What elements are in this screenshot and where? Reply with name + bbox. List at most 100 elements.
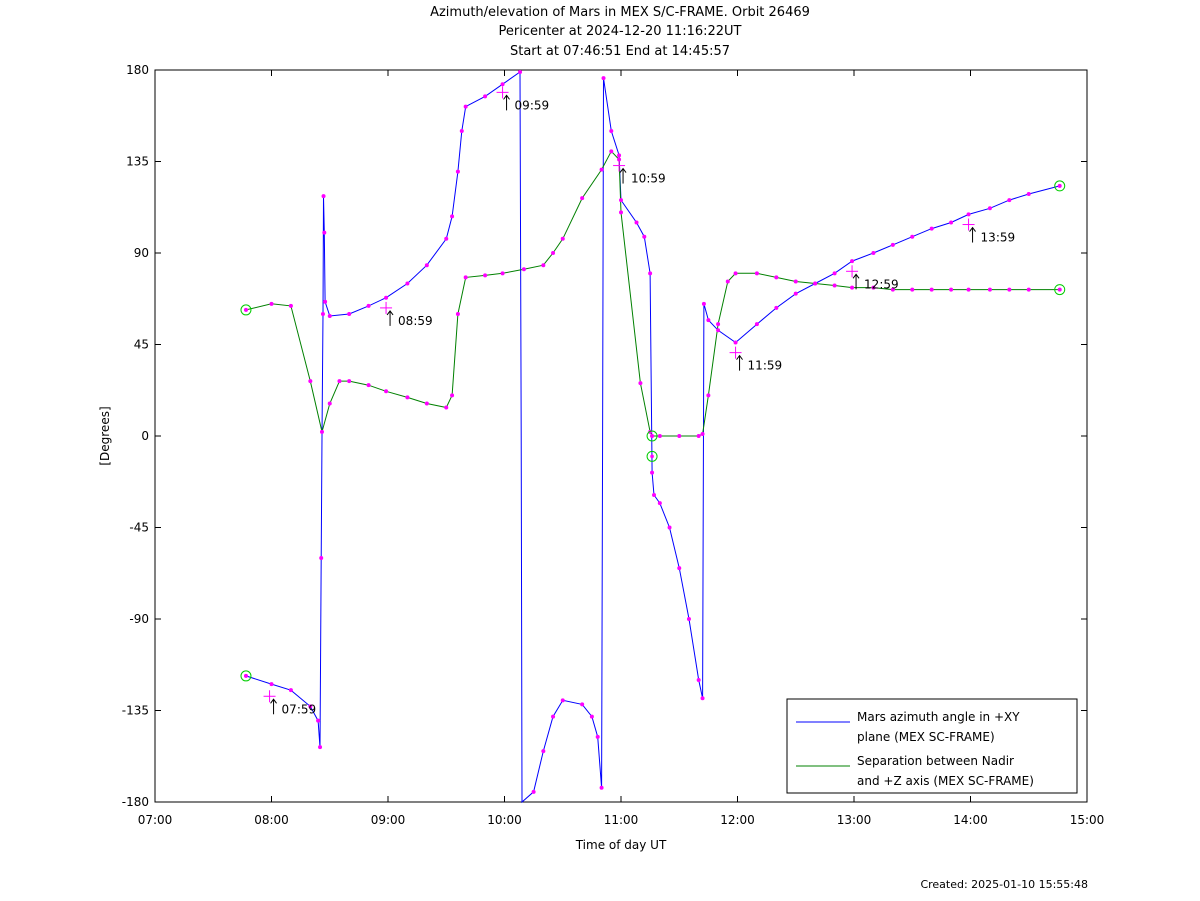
separation-point [619,210,623,215]
chart-subtitle-range: Start at 07:46:51 End at 14:45:57 [509,44,731,59]
azimuth-point [733,340,738,345]
azimuth-point [832,271,837,276]
azimuth-point [316,718,321,723]
endpoint-circle-marker [646,430,658,442]
chart-title: Azimuth/elevation of Mars in MEX S/C-FRA… [430,5,810,20]
separation-point [871,285,876,290]
azimuth-point [455,169,460,174]
azimuth-point [701,301,706,306]
azimuth-point [609,129,614,133]
plot-frame [154,69,1088,803]
separation-point [638,381,643,386]
separation-point [617,157,622,162]
azimuth-point [595,734,600,739]
separation-point [500,271,505,276]
x-tick-label: 09:00 [371,813,406,827]
separation-point [308,379,313,384]
y-tick-label: -180 [122,795,149,809]
annotation-arrow-head [619,167,627,173]
separation-point [733,271,738,276]
separation-point [813,281,818,286]
x-axis-label: Time of day UT [575,838,667,852]
azimuth-point [483,94,488,99]
y-tick-label: 180 [126,63,149,77]
series-lines [245,71,1060,804]
azimuth-point [774,305,779,310]
y-tick-label: -90 [129,612,149,626]
separation-point [725,279,730,284]
separation-point [560,236,565,241]
x-tick-label: 12:00 [720,813,755,827]
separation-point [405,395,410,400]
created-timestamp: Created: 2025-01-10 15:55:48 [920,878,1088,891]
separation-point [696,434,701,438]
azimuth-point [1026,192,1031,197]
azimuth-point [619,198,623,203]
x-tick-label: 15:00 [1070,813,1105,827]
annotation-arrow-head [969,226,976,232]
annotation-time-label: 10:59 [631,172,666,186]
separation-point [793,279,798,284]
separation-point [700,431,705,436]
annotation-time-label: 08:59 [398,314,433,328]
endpoint-dot [650,434,654,438]
separation-point [384,389,389,394]
azimuth-point [706,318,711,323]
annotation-time-label: 13:59 [981,231,1016,245]
separation-point [1026,287,1031,292]
separation-point [910,287,915,292]
azimuth-point [269,682,274,687]
azimuth-point [551,714,556,719]
separation-point [541,263,546,268]
azimuth-point [589,714,594,719]
azimuth-point [444,236,449,241]
separation-point [599,167,604,172]
separation-point [754,271,759,276]
legend-label-separation-2: and +Z axis (MEX SC-FRAME) [857,774,1034,788]
azimuth-point [405,281,410,286]
azimuth-point [754,322,759,327]
azimuth-series-line [245,71,1060,804]
azimuth-point [657,501,662,506]
azimuth-point [929,226,934,231]
azimuth-point [541,749,546,754]
azimuth-point [601,76,606,81]
separation-point [987,287,992,292]
x-tick-label: 07:00 [138,813,173,827]
azimuth-point [910,234,915,239]
separation-point [327,401,332,406]
separation-point [832,283,837,288]
time-annotations: 07:59 08:59 09:59 10:59 11:59 12:59 13:59 [263,86,1016,716]
azimuth-point [463,104,468,109]
azimuth-point [696,678,701,682]
azimuth-point [321,194,326,199]
azimuth-point [560,698,565,703]
separation-point [337,379,342,384]
axis-ticks: 07:00 08:00 09:00 10:00 11:00 12:00 13:00 14:00… [122,63,1105,827]
azimuth-point [318,745,323,750]
annotation-time-label: 12:59 [864,277,899,291]
endpoint-dot [650,454,654,459]
annotation-time-label: 07:59 [282,702,317,716]
azimuth-point [500,82,505,87]
y-tick-label: -135 [122,704,149,718]
separation-point [319,429,324,434]
azimuth-point [518,70,523,75]
azimuth-point [650,470,655,475]
separation-point [424,401,429,406]
azimuth-point [450,214,455,219]
azimuth-point [652,492,657,497]
separation-point [706,393,711,398]
separation-point [677,434,682,438]
separation-point [890,287,895,292]
y-tick-label: 45 [134,338,149,352]
separation-point [521,267,526,272]
azimuth-point [987,206,992,211]
annotation-arrow-head [736,354,743,360]
annotation-arrow-head [852,273,860,279]
endpoint-circle-marker [1054,284,1066,296]
annotation-arrow-head [503,94,510,100]
azimuth-point [871,251,876,255]
azimuth-point [323,299,328,304]
azimuth-point [288,688,293,693]
